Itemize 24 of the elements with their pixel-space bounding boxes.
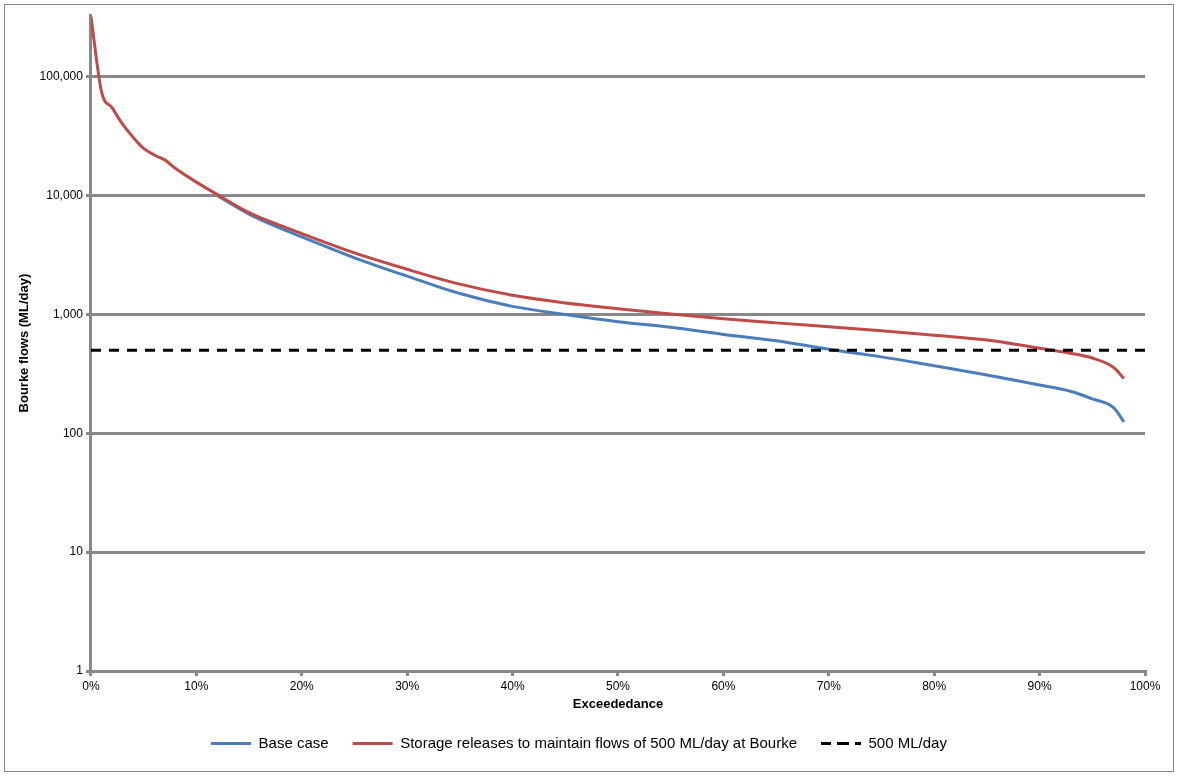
legend-label: Base case	[258, 733, 329, 751]
x-tick-label: 100%	[1129, 678, 1161, 693]
y-tick-label: 1,000	[52, 306, 84, 321]
x-tick-label: 0%	[82, 678, 100, 693]
legend-label: 500 ML/day	[868, 733, 948, 751]
x-tick-label: 70%	[816, 678, 842, 693]
x-tick-label: 40%	[500, 678, 525, 693]
x-axis-title: Exceededance	[572, 695, 664, 711]
y-tick-label: 10,000	[46, 187, 84, 202]
x-tick-label: 20%	[289, 678, 315, 693]
x-tick-label: 60%	[711, 678, 736, 693]
legend-label: Storage releases to maintain flows of 500 ML/day at Bourke	[400, 733, 798, 751]
x-tick-label: 80%	[922, 678, 947, 693]
x-tick-label: 50%	[605, 678, 631, 693]
line-series	[90, 15, 1126, 380]
x-tick-label: 30%	[395, 678, 420, 693]
line-series	[215, 194, 1126, 424]
x-tick-label: 10%	[184, 678, 209, 693]
y-tick-label: 1	[76, 663, 84, 678]
y-tick-label: 10	[69, 544, 84, 559]
y-tick-label: 100	[62, 425, 84, 440]
y-axis-title: Bourke flows (ML/day)	[16, 273, 32, 413]
x-tick-label: 90%	[1027, 678, 1052, 693]
y-tick-label: 100,000	[39, 69, 84, 84]
